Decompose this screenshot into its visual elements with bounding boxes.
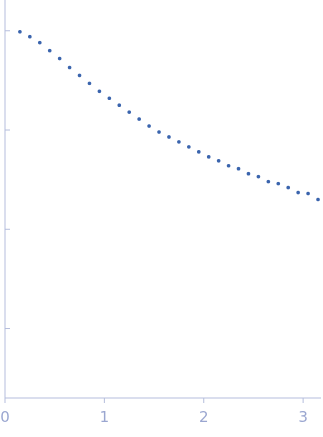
- point: [276, 181, 281, 186]
- point: [226, 163, 231, 168]
- point: [147, 124, 151, 128]
- point: [206, 155, 211, 159]
- point: [28, 34, 32, 39]
- point: [18, 29, 22, 34]
- point: [37, 40, 42, 45]
- point: [77, 73, 82, 78]
- point: [47, 48, 52, 53]
- x-tick-label: 2: [199, 408, 209, 426]
- point: [266, 179, 271, 184]
- point: [286, 185, 291, 190]
- x-tick-label: 0: [0, 408, 10, 426]
- point: [296, 190, 300, 195]
- point: [177, 140, 181, 144]
- point: [87, 81, 92, 86]
- point: [97, 89, 102, 94]
- point: [117, 103, 122, 108]
- point: [167, 135, 171, 139]
- point: [137, 117, 141, 121]
- point: [216, 158, 221, 163]
- point: [127, 110, 132, 114]
- point: [57, 56, 62, 61]
- point: [67, 65, 72, 70]
- point: [187, 145, 191, 149]
- point: [316, 197, 320, 202]
- point: [236, 166, 241, 171]
- x-tick-label: 1: [100, 408, 110, 426]
- x-tick-label: 3: [298, 408, 308, 426]
- point: [157, 130, 161, 134]
- point: [196, 150, 201, 154]
- point: [246, 171, 251, 176]
- point: [256, 174, 261, 179]
- point: [107, 96, 112, 101]
- point: [306, 191, 310, 196]
